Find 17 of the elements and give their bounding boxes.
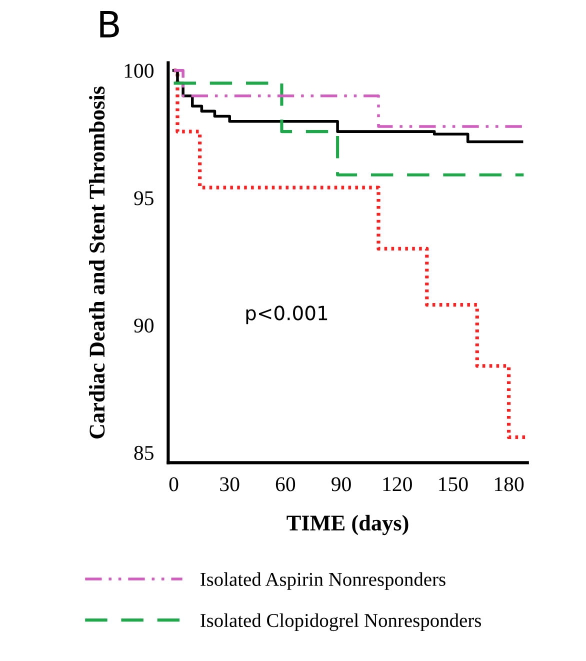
y-tick-label: 90 [134,318,154,333]
x-tick-label: 90 [332,477,351,492]
legend-label: Isolated Clopidogrel Nonresponders [200,613,482,632]
annotation: p<0.001 [246,306,328,324]
legend-label: Isolated Aspirin Nonresponders [200,572,446,590]
y-tick-label: 85 [134,446,154,460]
x-tick-label: 120 [383,477,412,492]
x-tick-label: 30 [220,477,240,492]
x-axis-title: TIME (days) [286,514,408,536]
y-tick-label: 95 [134,191,154,206]
x-tick-label: 180 [494,477,524,492]
y-axis-title: Cardiac Death and Stent Thrombosis [89,86,105,438]
chart-title: B [100,11,119,38]
x-tick-label: 150 [439,477,468,492]
x-tick-label: 0 [169,477,178,492]
y-tick-label: 100 [124,64,154,78]
x-tick-label: 60 [276,477,296,492]
